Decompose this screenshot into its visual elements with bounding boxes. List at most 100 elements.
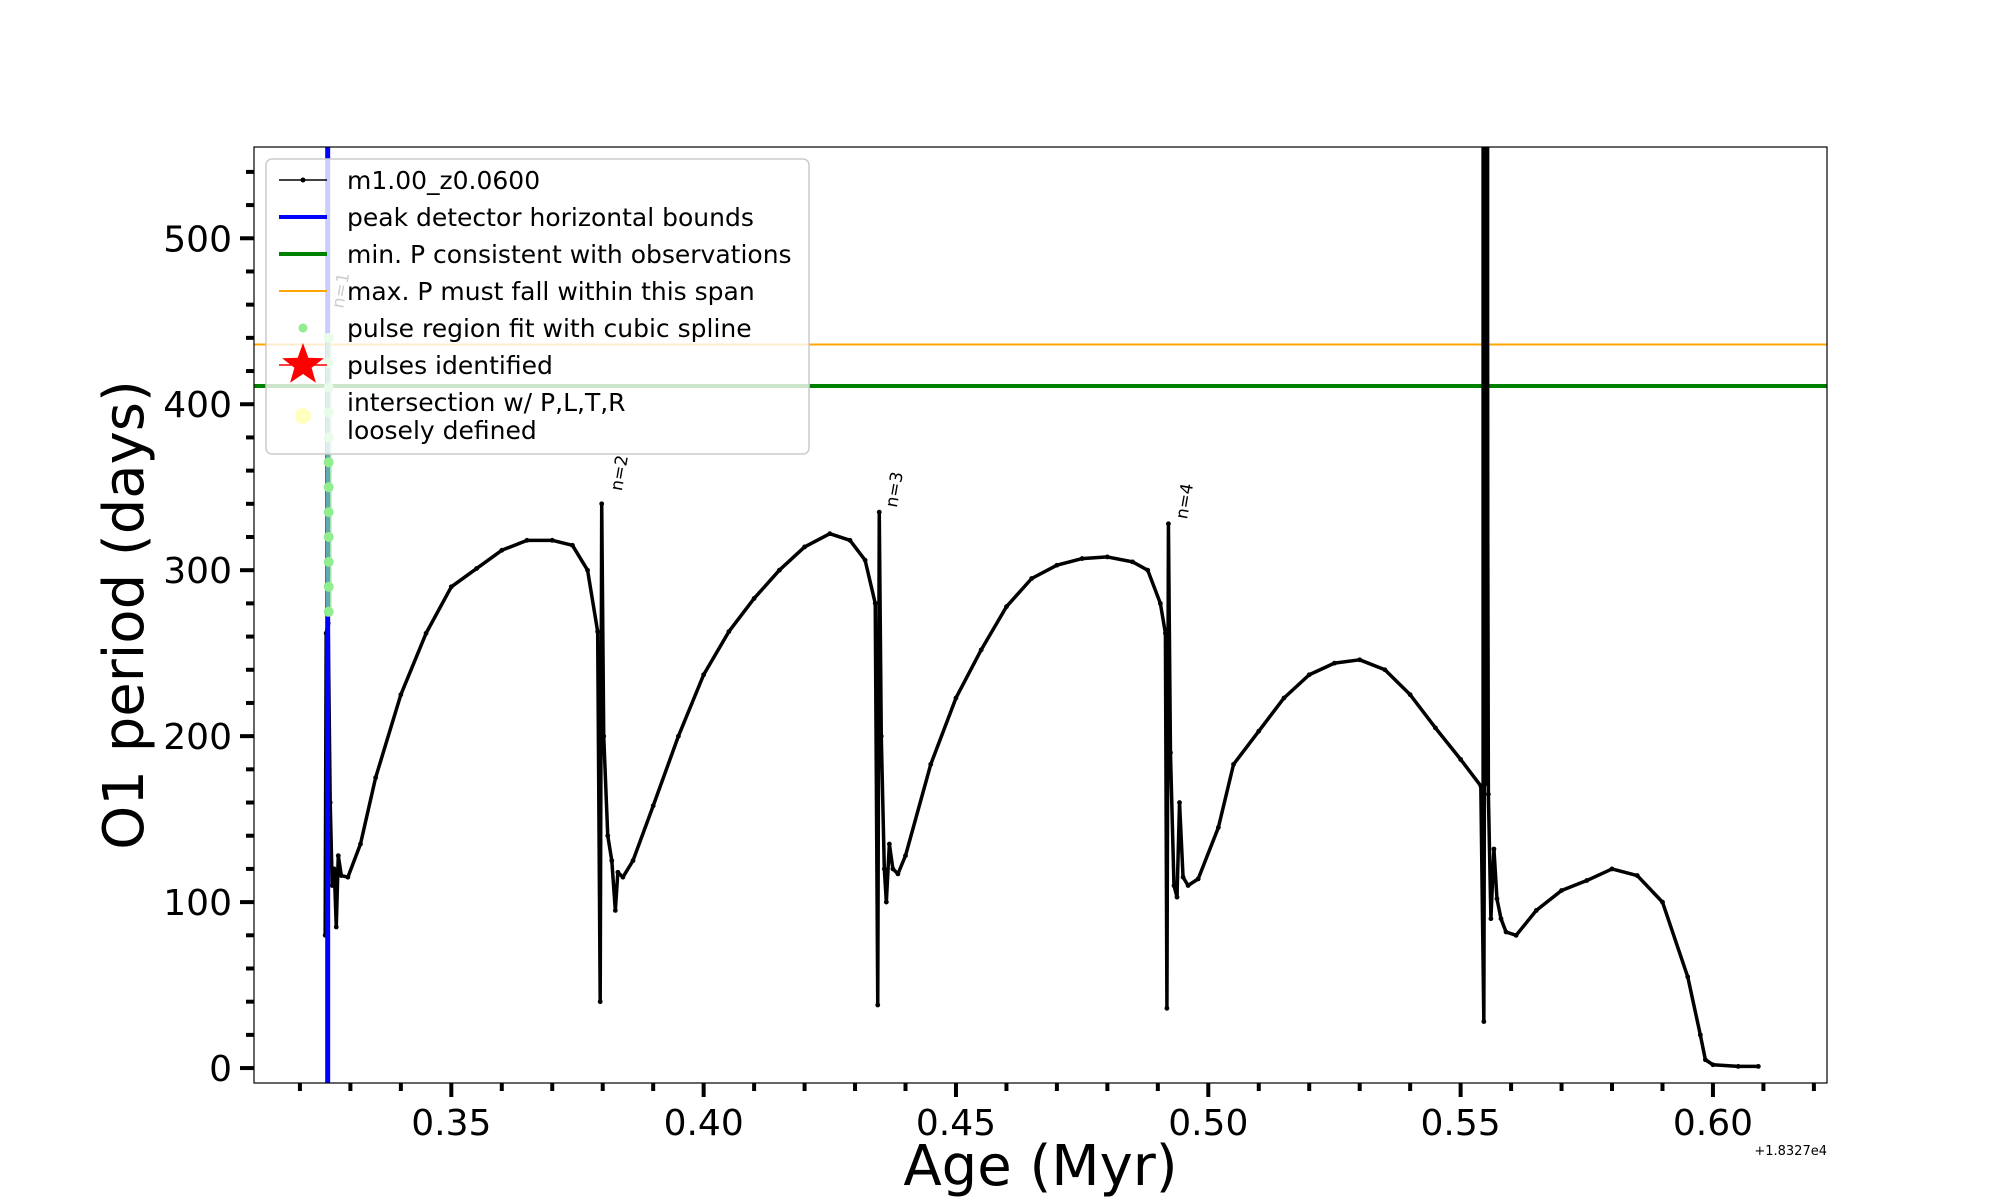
data-point — [802, 544, 807, 550]
data-point — [1163, 630, 1168, 636]
data-point — [373, 775, 379, 781]
legend-label: pulses identified — [347, 351, 553, 380]
data-point — [1513, 932, 1519, 938]
legend-label: min. P consistent with observations — [347, 240, 792, 269]
data-point — [615, 869, 621, 875]
data-point — [1357, 657, 1363, 663]
data-point — [1079, 556, 1085, 561]
data-point — [872, 600, 878, 606]
data-point — [1697, 1032, 1703, 1038]
data-point — [650, 803, 656, 809]
legend-entry: m1.00_z0.0600 — [279, 166, 540, 195]
data-point — [883, 899, 889, 905]
data-point — [1168, 750, 1173, 756]
data-point — [903, 853, 908, 859]
data-point — [1488, 916, 1494, 922]
data-point — [1685, 974, 1691, 980]
legend-entry: pulse region fit with cubic spline — [298, 314, 752, 343]
y-tick-label: 500 — [163, 219, 232, 260]
x-tick-label: 0.50 — [1168, 1103, 1248, 1144]
x-axis-title: Age (Myr) — [903, 1134, 1177, 1199]
data-point — [1195, 876, 1201, 882]
legend-entry: pulses identified — [279, 343, 553, 383]
data-point — [585, 567, 590, 573]
data-point — [1660, 899, 1665, 905]
data-point — [1185, 883, 1191, 888]
y-axis-title: O1 period (days) — [92, 380, 157, 850]
legend-entry: max. P must fall within this span — [279, 277, 755, 306]
data-point — [1481, 1019, 1487, 1024]
data-point — [1432, 725, 1438, 731]
legend-marker-dot — [300, 177, 306, 183]
data-point — [448, 584, 454, 590]
star-icon — [282, 343, 324, 383]
data-point — [1174, 894, 1180, 900]
data-point — [847, 537, 853, 543]
data-point — [1104, 554, 1110, 560]
data-point — [1494, 896, 1500, 902]
data-point — [827, 531, 833, 537]
legend-box — [265, 158, 810, 455]
data-point — [338, 873, 344, 878]
data-point — [499, 547, 505, 553]
data-point — [333, 924, 339, 930]
data-point — [1130, 559, 1135, 565]
data-point — [1231, 761, 1236, 767]
data-point — [549, 537, 555, 543]
data-point — [978, 647, 984, 653]
legend-label: loosely defined — [347, 416, 537, 445]
legend-label: peak detector horizontal bounds — [347, 203, 754, 232]
data-point — [886, 841, 892, 847]
data-point — [676, 733, 681, 739]
data-point — [776, 567, 782, 573]
data-point — [1755, 1064, 1761, 1069]
data-point — [875, 1002, 881, 1008]
plot-frame — [253, 146, 1828, 1084]
data-point — [1029, 576, 1035, 581]
legend-entry: peak detector horizontal bounds — [279, 203, 754, 232]
data-point — [1584, 878, 1590, 883]
data-point — [609, 858, 615, 864]
data-point — [878, 733, 884, 739]
x-offset-label: +1.8327e4 — [1754, 1144, 1827, 1159]
data-point — [1177, 800, 1182, 805]
data-point — [601, 733, 607, 739]
data-point — [1306, 672, 1312, 678]
data-point — [597, 999, 603, 1005]
y-tick-label: 400 — [163, 385, 232, 426]
data-point — [630, 858, 636, 864]
data-point — [1485, 791, 1491, 797]
data-point — [890, 866, 896, 872]
legend-label: pulse region fit with cubic spline — [347, 314, 752, 343]
data-point — [1166, 521, 1171, 527]
x-tick-label: 0.45 — [916, 1103, 996, 1144]
data-point — [1164, 1005, 1170, 1011]
legend-marker — [295, 408, 311, 424]
x-tick-label: 0.40 — [664, 1103, 744, 1144]
y-tick-label: 100 — [163, 883, 232, 924]
data-point — [620, 874, 626, 880]
data-point — [881, 866, 887, 872]
y-tick-label: 0 — [209, 1049, 232, 1090]
x-tick-label: 0.35 — [411, 1103, 491, 1144]
data-point — [345, 874, 351, 880]
data-point — [1634, 873, 1640, 878]
y-tick-label: 200 — [163, 717, 232, 758]
data-point — [1332, 660, 1337, 666]
data-point — [1382, 667, 1388, 673]
data-point — [726, 629, 732, 634]
data-point — [895, 871, 901, 877]
legend-label: m1.00_z0.0600 — [347, 166, 540, 195]
data-point — [474, 566, 479, 571]
data-point — [423, 630, 429, 636]
data-point — [1710, 1062, 1716, 1068]
data-point — [1145, 567, 1151, 573]
data-point — [1491, 846, 1497, 852]
y-tick-label: 300 — [163, 551, 232, 592]
series-line-m1.00_z0.0600 — [323, 147, 1759, 1069]
data-point — [595, 629, 601, 634]
data-point — [1054, 562, 1060, 568]
legend-label: max. P must fall within this span — [347, 277, 755, 306]
